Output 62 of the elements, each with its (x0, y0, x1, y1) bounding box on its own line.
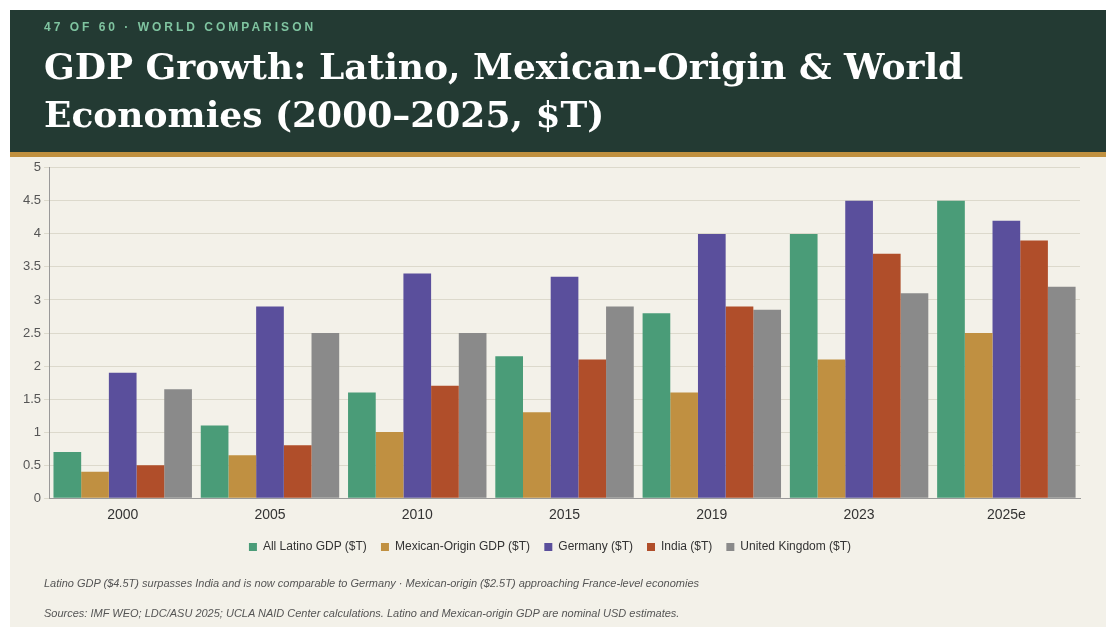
bar (550, 276, 579, 498)
bar (375, 432, 404, 498)
y-tick-label: 1.5 (22, 390, 42, 406)
bar (937, 200, 965, 498)
legend-label: All Latino GDP ($T) (262, 539, 367, 554)
chart-subtitle: 47 OF 60 · WORLD COMPARISON (44, 20, 317, 34)
text: Latino GDP ($4.5T) surpasses India and is now comparable to Germany · Mexican-origin ($2.5T) approaching France-level economies (44, 577, 700, 589)
bar (872, 253, 901, 498)
source-note: Sources: IMF WEO; LDC/ASU 2025; UCLA NAID Center calculations. Latino and Mexican-origin GDP are nominal USD estimates. (44, 607, 680, 619)
y-tick-label: 4.5 (22, 192, 42, 208)
legend-label: Germany ($T) (558, 539, 634, 554)
bar (725, 306, 754, 498)
bar (1047, 286, 1076, 498)
y-tick-label: 4 (33, 225, 42, 241)
bar (845, 200, 873, 498)
y-tick-label: 3 (33, 291, 42, 307)
bar (900, 293, 929, 498)
y-tick-label: 1 (33, 423, 42, 439)
y-tick-label: 0.5 (22, 456, 42, 472)
bar (256, 306, 284, 498)
bar (403, 273, 432, 498)
bar (992, 220, 1021, 498)
legend-label: Mexican-Origin GDP ($T) (394, 539, 531, 554)
bar (53, 451, 82, 498)
y-tick-label: 2 (33, 357, 42, 373)
bar (523, 412, 551, 498)
bar (642, 313, 671, 498)
bar (311, 333, 340, 498)
x-tick-label: 2010 (401, 506, 434, 523)
bar (1020, 240, 1048, 498)
bar (200, 425, 229, 498)
bar (578, 359, 607, 498)
chart-title: GDP Growth: Latino, Mexican-Origin & World Economies (2000–2025, $T) (44, 44, 965, 137)
bar (348, 392, 376, 498)
bar (81, 471, 109, 498)
bar (789, 233, 818, 498)
bar (136, 465, 165, 498)
y-tick-label: 2.5 (22, 324, 42, 340)
x-tick-label: 2025e (986, 506, 1027, 523)
x-tick-label: 2000 (107, 506, 139, 523)
bar (964, 333, 993, 498)
bar (753, 309, 782, 498)
bar (164, 389, 192, 498)
bar (606, 306, 634, 498)
bar (458, 333, 487, 498)
bar (817, 359, 846, 498)
bar (228, 455, 257, 498)
x-tick-label: 2015 (548, 506, 581, 523)
x-tick-label: 2023 (843, 506, 875, 523)
legend-label: United Kingdom ($T) (740, 539, 852, 554)
y-tick-label: 3.5 (22, 258, 42, 274)
x-tick-label: 2005 (254, 506, 286, 523)
y-tick-label: 5 (33, 159, 42, 175)
bar (108, 372, 137, 498)
y-tick-label: 0 (33, 489, 42, 505)
bar (670, 392, 698, 498)
bar (495, 356, 523, 498)
bar (431, 385, 459, 498)
bar (283, 445, 312, 498)
x-tick-label: 2019 (696, 506, 728, 523)
bar (697, 233, 726, 498)
legend-label: India ($T) (661, 539, 713, 554)
